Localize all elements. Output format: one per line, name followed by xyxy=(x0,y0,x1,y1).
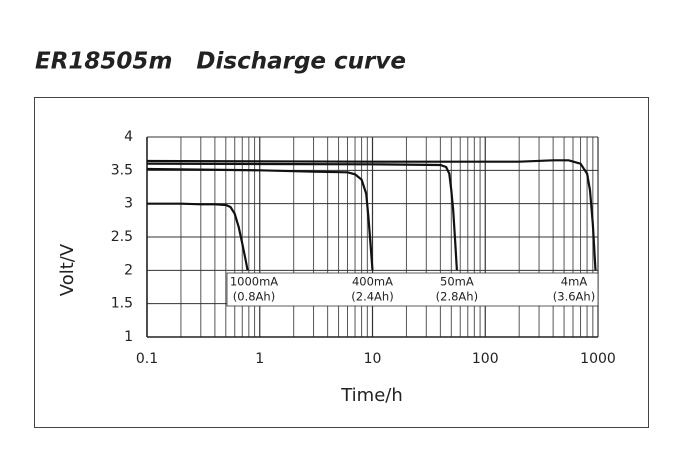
series-line xyxy=(147,202,249,271)
series-label: 400mA xyxy=(352,275,393,289)
chart-title: ER18505m Discharge curve xyxy=(35,49,406,75)
x-tick-label: 100 xyxy=(472,351,499,367)
x-tick-label: 1000 xyxy=(580,351,616,367)
y-axis-label: Volt/V xyxy=(57,243,78,296)
x-tick-label: 0.1 xyxy=(136,351,158,367)
series-line xyxy=(146,167,374,271)
y-tick-label: 3 xyxy=(124,196,133,212)
y-tick-label: 2.5 xyxy=(111,229,133,245)
series-note: (0.8Ah) xyxy=(233,290,275,304)
series-note: (2.4Ah) xyxy=(351,290,393,304)
label-box xyxy=(226,272,599,307)
series-note: (3.6Ah) xyxy=(553,290,595,304)
series-line xyxy=(146,159,597,271)
x-axis-label: Time/h xyxy=(340,385,403,406)
y-tick-label: 2 xyxy=(124,262,133,278)
y-tick-label: 4 xyxy=(124,129,133,145)
y-tick-label: 1.5 xyxy=(111,296,133,312)
series-label: 4mA xyxy=(561,275,588,289)
x-tick-label: 10 xyxy=(364,351,382,367)
series-label: 50mA xyxy=(440,275,474,289)
x-tick-label: 1 xyxy=(255,351,264,367)
y-tick-label: 1 xyxy=(124,329,133,345)
series-note: (2.8Ah) xyxy=(436,290,478,304)
series-line xyxy=(146,162,458,271)
y-tick-label: 3.5 xyxy=(111,162,133,178)
series-label: 1000mA xyxy=(230,275,278,289)
frame xyxy=(34,97,649,428)
